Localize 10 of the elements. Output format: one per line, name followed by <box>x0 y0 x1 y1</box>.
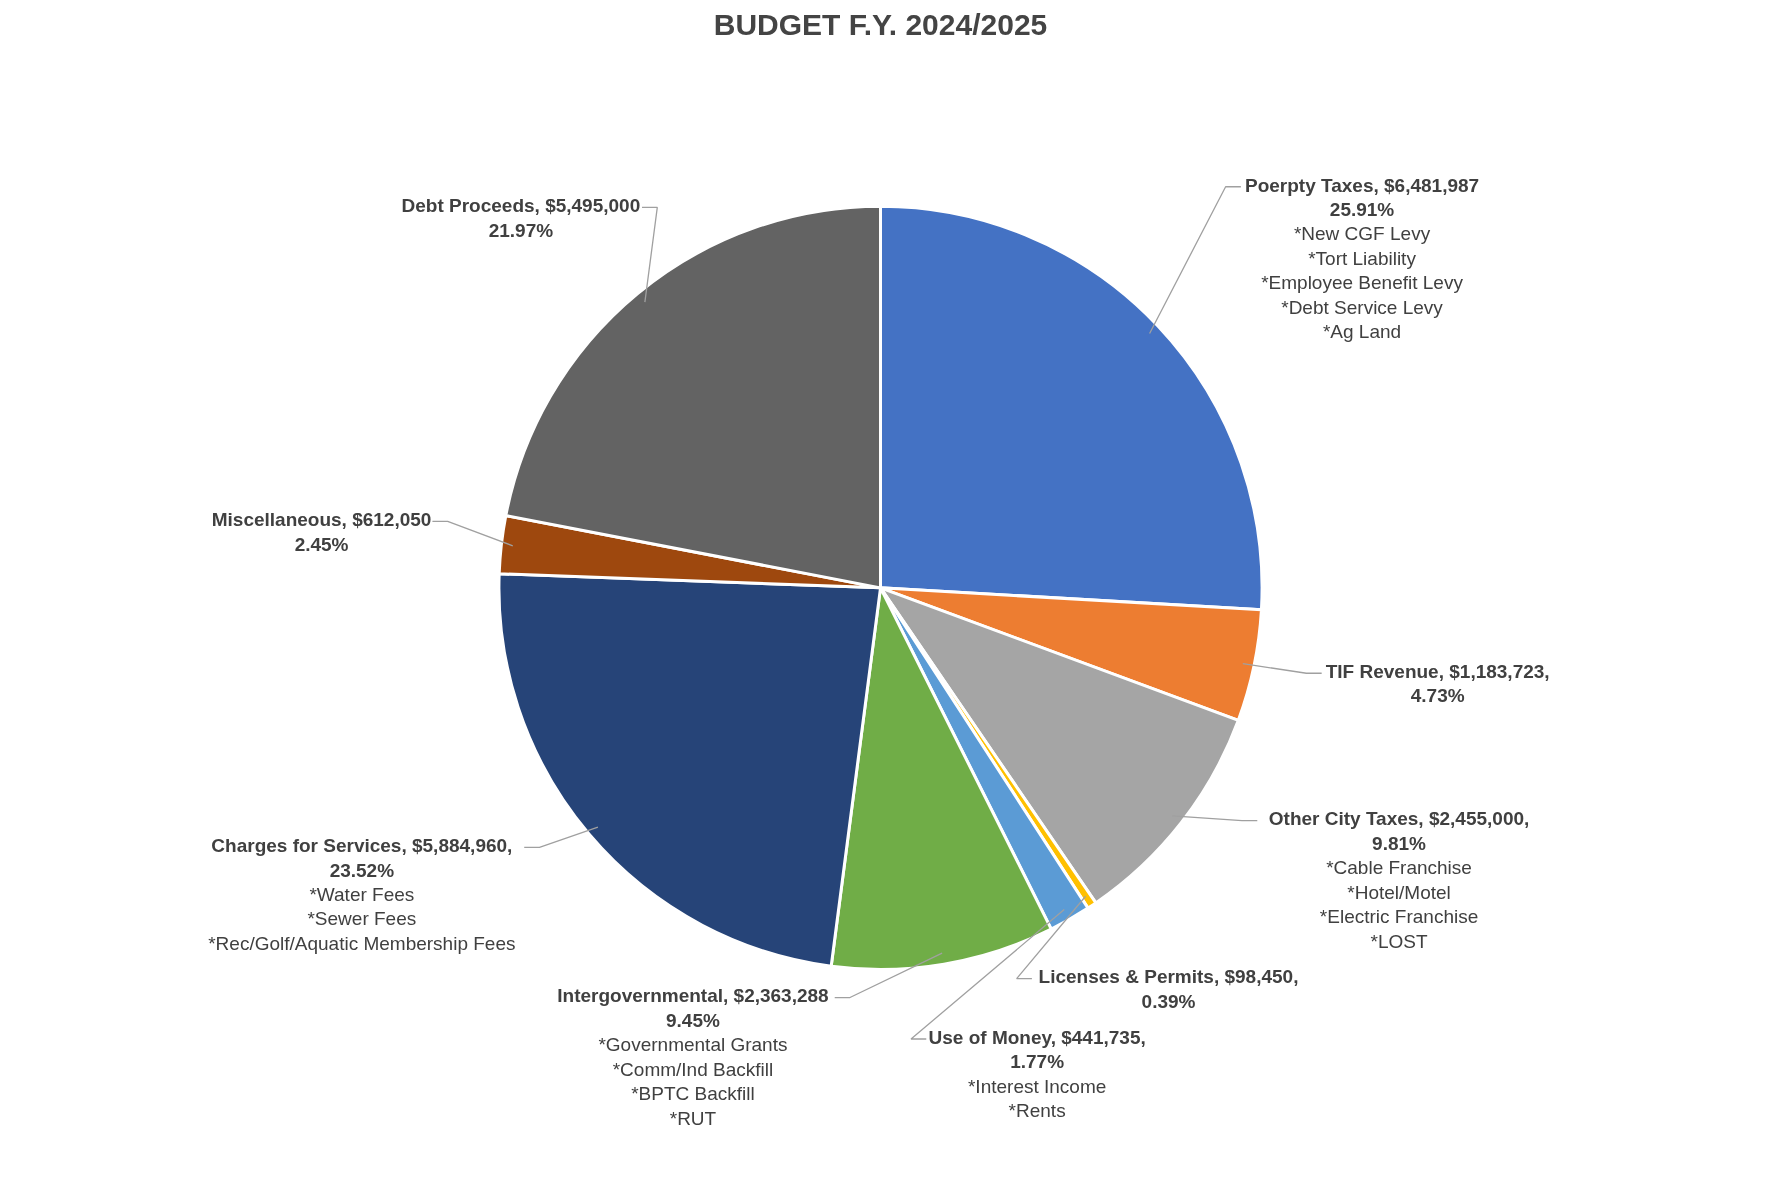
slice-label: Debt Proceeds, $5,495,000 21.97% <box>401 195 641 241</box>
slice-label: TIF Revenue, $1,183,723, 4.73% <box>1325 661 1550 707</box>
slice-label: Charges for Services, $5,884,960, 23.52% *Water Fees *Sewer Fees *Rec/Golf/Aquatic Membership Fees <box>208 835 516 954</box>
chart-title: BUDGET F.Y. 2024/2025 <box>713 7 1048 41</box>
slice-label: Licenses & Permits, $98,450, 0.39% <box>1038 966 1299 1012</box>
slice-label: Use of Money, $441,735, 1.77% *Interest Income *Rents <box>928 1026 1146 1122</box>
slice-label: Intergovernmental, $2,363,288 9.45% *Governmental Grants *Comm/Ind Backfill *BPTC Backfill *RUT <box>557 985 829 1129</box>
slice-label: Poerpty Taxes, $6,481,987 25.91% *New CGF Levy *Tort Liability *Employee Benefit Levy *Debt Service Levy *Ag Land <box>1244 174 1480 343</box>
slice-label: Other City Taxes, $2,455,000, 9.81% *Cable Franchise *Hotel/Motel *Electric Franchise *LOST <box>1268 808 1530 952</box>
slice-label: Miscellaneous, $612,050 2.45% <box>211 509 432 555</box>
